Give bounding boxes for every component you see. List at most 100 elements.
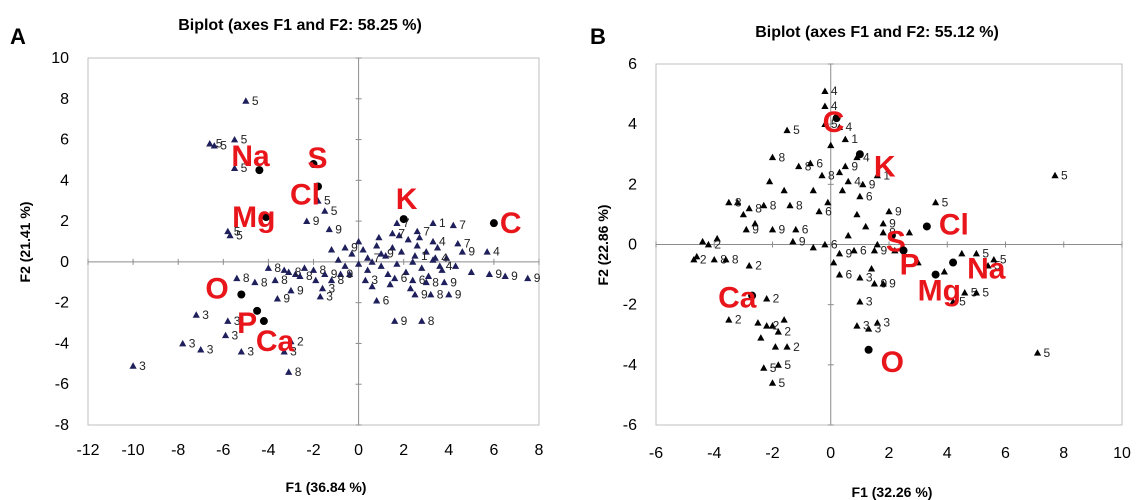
observation-marker <box>327 276 336 284</box>
y-tick-label: 4 <box>60 172 69 189</box>
x-tick-label: 2 <box>885 445 894 462</box>
observation-marker <box>873 171 881 179</box>
observation-marker <box>393 219 401 227</box>
observation-marker <box>271 276 279 284</box>
observation-label: 8 <box>261 275 268 289</box>
observation-marker <box>768 322 777 329</box>
y-tick-label: -2 <box>55 295 69 312</box>
observation-marker <box>345 270 354 278</box>
observation-label: 3 <box>290 345 297 359</box>
observation-marker <box>230 164 239 171</box>
observation-marker <box>336 270 345 278</box>
observation-label: 7 <box>398 226 405 240</box>
panel-a: A Biplot (axes F1 and F2: 58.25 %) -12 -1… <box>10 17 544 495</box>
observation-marker <box>321 270 329 278</box>
observation-marker <box>325 225 333 233</box>
variable-point-ca <box>748 291 757 300</box>
observation-marker <box>774 361 782 368</box>
observation-marker <box>368 258 376 265</box>
observation-marker <box>710 255 718 263</box>
observation-marker <box>841 135 849 143</box>
x-tick-label: 10 <box>1113 445 1131 462</box>
observation-marker <box>768 225 777 233</box>
observation-marker <box>404 235 412 243</box>
variable-point-na <box>949 258 958 267</box>
observation-marker <box>873 240 881 248</box>
observation-label: 7 <box>459 218 466 232</box>
observation-label: 8 <box>295 365 302 379</box>
y-tick-label: 4 <box>628 116 637 133</box>
observation-marker <box>763 295 771 302</box>
observation-label: 4 <box>831 84 838 98</box>
observation-label: 5 <box>959 295 966 309</box>
x-tick-label: -6 <box>216 442 230 459</box>
observation-marker <box>226 231 234 239</box>
variable-label-na: Na <box>231 140 270 173</box>
observation-label: 9 <box>752 222 759 236</box>
variable-point-p <box>899 246 908 255</box>
x-tick-label: 8 <box>535 442 544 459</box>
variable-point-cl <box>314 182 323 191</box>
observation-label: 2 <box>714 238 721 252</box>
observation-marker <box>485 270 493 278</box>
observation-marker <box>972 289 980 296</box>
observation-marker <box>206 140 214 147</box>
x-tick-label: 4 <box>444 442 453 459</box>
x-tick-label: -12 <box>76 442 99 459</box>
observation-label: 4 <box>446 259 453 273</box>
observation-marker <box>780 186 788 194</box>
observation-marker <box>809 186 817 194</box>
observation-label: 8 <box>720 253 727 267</box>
observation-label: 5 <box>331 204 338 218</box>
y-axis-label-a: F2 (21.41 %) <box>17 202 33 283</box>
observation-marker <box>760 364 768 371</box>
observation-label: 2 <box>784 325 791 339</box>
observation-marker <box>704 240 713 248</box>
observation-label: 8 <box>432 275 439 289</box>
observation-label: 3 <box>202 308 209 322</box>
observation-marker <box>341 244 349 251</box>
x-tick-label: 8 <box>1059 445 1068 462</box>
observation-marker <box>440 278 448 286</box>
observation-marker <box>501 272 509 280</box>
chart-title-b: Biplot (axes F1 and F2: 55.12 %) <box>755 24 999 41</box>
observation-marker <box>1051 171 1059 179</box>
observation-marker <box>524 274 532 282</box>
x-tick-label: 6 <box>1001 445 1010 462</box>
observation-marker <box>786 201 794 209</box>
observation-marker <box>285 368 293 375</box>
observation-label: 9 <box>779 222 786 236</box>
observation-marker <box>972 249 980 257</box>
observation-marker <box>384 270 392 278</box>
observation-marker <box>285 268 293 275</box>
variable-label-k: K <box>874 150 896 183</box>
observation-marker <box>458 248 466 255</box>
observation-marker <box>280 266 288 273</box>
observation-label: 9 <box>335 222 342 236</box>
observation-marker <box>327 246 336 253</box>
observation-marker <box>830 258 838 266</box>
observation-marker <box>445 290 453 298</box>
observation-marker <box>722 255 730 263</box>
observation-marker <box>763 322 771 329</box>
y-tick-label: -6 <box>623 417 637 434</box>
observation-label: 9 <box>468 245 475 259</box>
observation-marker <box>940 267 948 275</box>
observation-marker <box>879 219 887 227</box>
observation-label: 7 <box>423 224 430 238</box>
observation-marker <box>411 290 419 298</box>
observation-marker <box>287 286 295 294</box>
y-tick-label: 2 <box>628 176 637 193</box>
observation-label: 9 <box>283 292 290 306</box>
observation-label: 5 <box>793 123 800 137</box>
observation-marker <box>821 87 829 94</box>
observation-marker <box>856 298 864 305</box>
observation-label: 7 <box>403 216 410 230</box>
observation-label: 1 <box>851 132 858 146</box>
observation-marker <box>429 219 437 227</box>
variable-point-mg <box>262 213 271 222</box>
observation-label: 6 <box>383 294 390 308</box>
variable-label-cl: Cl <box>939 208 969 241</box>
observation-label: 9 <box>387 247 394 261</box>
observation-marker <box>422 248 430 255</box>
